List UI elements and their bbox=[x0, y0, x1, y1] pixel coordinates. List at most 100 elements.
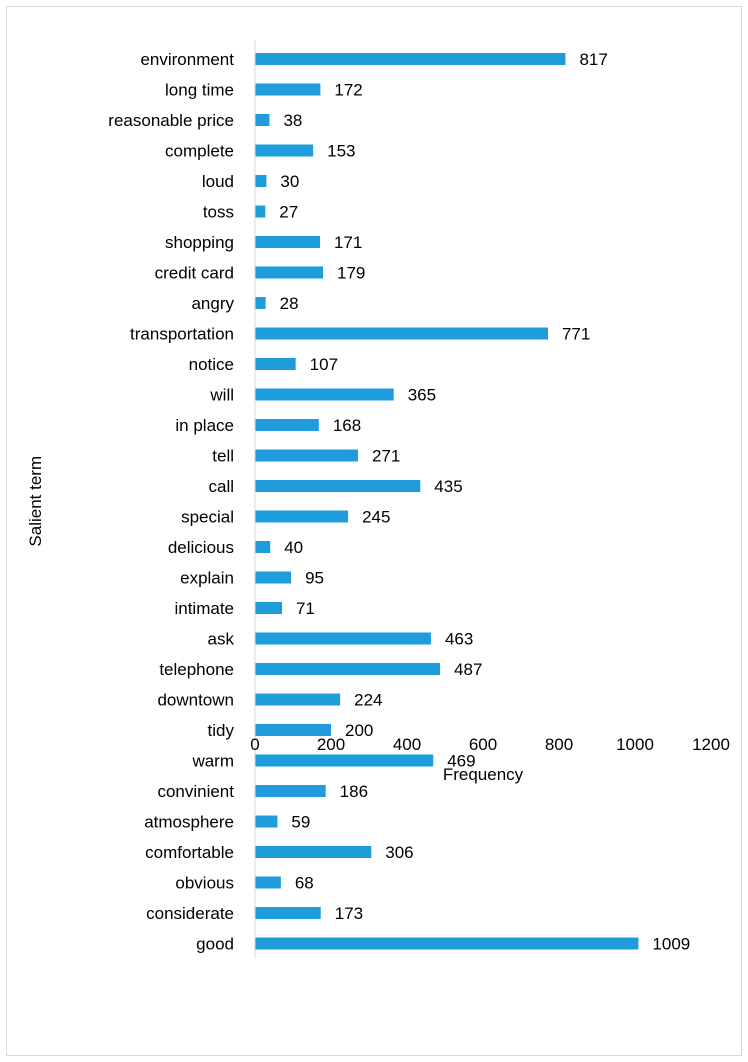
data-label: 40 bbox=[284, 538, 303, 557]
category-label: explain bbox=[180, 569, 234, 588]
data-label: 71 bbox=[296, 599, 315, 618]
data-label: 817 bbox=[579, 50, 607, 69]
data-label: 30 bbox=[280, 172, 299, 191]
bar bbox=[255, 144, 314, 157]
data-label: 306 bbox=[385, 843, 413, 862]
bar bbox=[255, 297, 266, 309]
data-label: 95 bbox=[305, 569, 324, 588]
bar bbox=[255, 205, 266, 218]
data-label: 59 bbox=[291, 813, 310, 832]
category-label: ask bbox=[208, 630, 235, 649]
bar bbox=[255, 785, 326, 797]
bar bbox=[255, 327, 548, 340]
chart-frame: environment 817 long time 172 reasonable pri… bbox=[6, 6, 742, 1056]
category-label: warm bbox=[191, 752, 234, 771]
data-label: 463 bbox=[445, 630, 473, 649]
category-label: shopping bbox=[165, 233, 234, 252]
data-label: 172 bbox=[334, 81, 362, 100]
x-tick-label: 200 bbox=[317, 735, 345, 754]
x-tick-label: 1200 bbox=[692, 735, 730, 754]
x-tick-label: 1000 bbox=[616, 735, 654, 754]
bar bbox=[255, 876, 281, 889]
data-label: 1009 bbox=[652, 935, 690, 954]
bar bbox=[255, 419, 319, 431]
data-label: 487 bbox=[454, 660, 482, 679]
category-label: complete bbox=[165, 142, 234, 161]
bar bbox=[255, 541, 271, 553]
data-label: 245 bbox=[362, 508, 390, 527]
category-label: toss bbox=[203, 203, 234, 222]
data-label: 173 bbox=[335, 904, 363, 923]
bar bbox=[255, 388, 394, 401]
category-label: special bbox=[181, 508, 234, 527]
data-label: 200 bbox=[345, 721, 373, 740]
category-label: will bbox=[209, 386, 234, 405]
category-label: downtown bbox=[157, 691, 234, 710]
category-label: loud bbox=[202, 172, 234, 191]
bar bbox=[255, 602, 282, 614]
category-label: notice bbox=[189, 355, 234, 374]
category-label: delicious bbox=[168, 538, 234, 557]
data-label: 27 bbox=[279, 203, 298, 222]
data-label: 171 bbox=[334, 233, 362, 252]
category-label: intimate bbox=[174, 599, 234, 618]
data-label: 28 bbox=[280, 294, 299, 313]
x-tick-label: 800 bbox=[545, 735, 573, 754]
x-tick-labels: 0 200 400 600 800 1000 1200 bbox=[250, 735, 730, 754]
category-label: transportation bbox=[130, 325, 234, 344]
category-label: atmosphere bbox=[144, 813, 234, 832]
bar bbox=[255, 83, 321, 96]
x-axis-title: Frequency bbox=[443, 765, 524, 784]
data-label: 168 bbox=[333, 416, 361, 435]
category-label: angry bbox=[191, 294, 234, 313]
bar bbox=[255, 846, 372, 858]
category-label: credit card bbox=[155, 264, 234, 283]
bar bbox=[255, 266, 324, 279]
bar bbox=[255, 937, 639, 950]
bar bbox=[255, 480, 421, 492]
bar bbox=[255, 663, 441, 675]
data-label: 153 bbox=[327, 142, 355, 161]
bar bbox=[255, 632, 431, 645]
y-axis-title: Salient term bbox=[26, 456, 45, 547]
data-label: 68 bbox=[295, 874, 314, 893]
labels-layer: environment 817 long time 172 reasonable pri… bbox=[108, 50, 690, 954]
bar bbox=[255, 693, 341, 706]
category-label: telephone bbox=[159, 660, 234, 679]
category-label: good bbox=[196, 935, 234, 954]
bar bbox=[255, 815, 278, 828]
category-label: comfortable bbox=[145, 843, 234, 862]
category-label: reasonable price bbox=[108, 111, 234, 130]
bar bbox=[255, 510, 349, 523]
data-label: 38 bbox=[283, 111, 302, 130]
data-label: 435 bbox=[434, 477, 462, 496]
bar bbox=[255, 724, 331, 736]
category-label: in place bbox=[175, 416, 234, 435]
x-tick-label: 600 bbox=[469, 735, 497, 754]
data-label: 271 bbox=[372, 447, 400, 466]
bar bbox=[255, 754, 434, 767]
bar bbox=[255, 114, 270, 126]
bar bbox=[255, 236, 320, 248]
bar bbox=[255, 175, 267, 187]
data-label: 365 bbox=[408, 386, 436, 405]
category-label: long time bbox=[165, 81, 234, 100]
x-tick-label: 400 bbox=[393, 735, 421, 754]
category-label: environment bbox=[140, 50, 234, 69]
bar bbox=[255, 449, 358, 462]
category-label: call bbox=[208, 477, 234, 496]
data-label: 469 bbox=[447, 752, 475, 771]
data-label: 224 bbox=[354, 691, 382, 710]
data-label: 186 bbox=[340, 782, 368, 801]
data-label: 107 bbox=[310, 355, 338, 374]
category-label: convinient bbox=[157, 782, 234, 801]
bar bbox=[255, 571, 292, 584]
x-tick-label: 0 bbox=[250, 735, 259, 754]
category-label: tell bbox=[212, 447, 234, 466]
category-label: tidy bbox=[208, 721, 235, 740]
data-label: 771 bbox=[562, 325, 590, 344]
bars-layer bbox=[255, 53, 639, 950]
bar bbox=[255, 358, 296, 370]
category-label: considerate bbox=[146, 904, 234, 923]
category-label: obvious bbox=[175, 874, 234, 893]
